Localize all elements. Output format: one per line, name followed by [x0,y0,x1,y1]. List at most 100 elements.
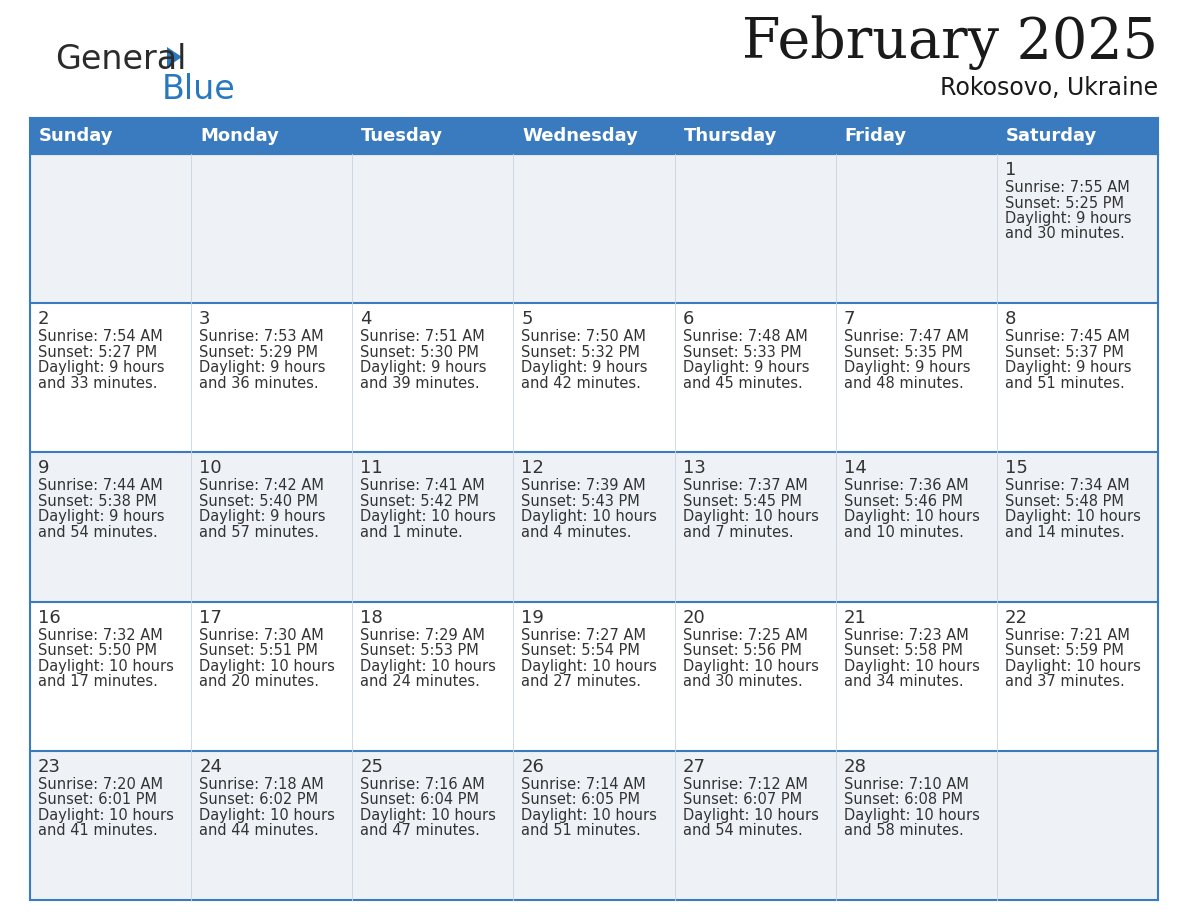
Text: Sunset: 6:05 PM: Sunset: 6:05 PM [522,792,640,807]
Text: Sunrise: 7:37 AM: Sunrise: 7:37 AM [683,478,808,493]
Text: Sunrise: 7:42 AM: Sunrise: 7:42 AM [200,478,324,493]
Text: 16: 16 [38,609,61,627]
Text: 22: 22 [1005,609,1028,627]
Polygon shape [168,47,182,67]
Text: and 39 minutes.: and 39 minutes. [360,375,480,391]
Text: Sunset: 5:32 PM: Sunset: 5:32 PM [522,344,640,360]
Text: Sunrise: 7:12 AM: Sunrise: 7:12 AM [683,777,808,792]
Text: Daylight: 9 hours: Daylight: 9 hours [843,360,971,375]
Text: and 57 minutes.: and 57 minutes. [200,525,320,540]
Text: Sunset: 6:08 PM: Sunset: 6:08 PM [843,792,962,807]
Text: Sunset: 5:37 PM: Sunset: 5:37 PM [1005,344,1124,360]
Bar [835,118,997,154]
Text: Daylight: 10 hours: Daylight: 10 hours [360,808,497,823]
Text: 4: 4 [360,310,372,329]
Text: Sunrise: 7:47 AM: Sunrise: 7:47 AM [843,330,968,344]
Text: Sunset: 5:30 PM: Sunset: 5:30 PM [360,344,479,360]
Text: Daylight: 9 hours: Daylight: 9 hours [38,360,164,375]
Text: Tuesday: Tuesday [361,127,443,145]
Text: Sunrise: 7:51 AM: Sunrise: 7:51 AM [360,330,485,344]
Text: Sunrise: 7:36 AM: Sunrise: 7:36 AM [843,478,968,493]
Text: Sunset: 6:01 PM: Sunset: 6:01 PM [38,792,157,807]
Text: and 10 minutes.: and 10 minutes. [843,525,963,540]
Text: and 24 minutes.: and 24 minutes. [360,674,480,689]
Text: and 4 minutes.: and 4 minutes. [522,525,632,540]
Text: 8: 8 [1005,310,1016,329]
Text: Sunrise: 7:10 AM: Sunrise: 7:10 AM [843,777,968,792]
Text: 28: 28 [843,757,866,776]
Text: Sunrise: 7:55 AM: Sunrise: 7:55 AM [1005,180,1130,195]
Text: Sunset: 5:56 PM: Sunset: 5:56 PM [683,644,802,658]
Text: Sunrise: 7:53 AM: Sunrise: 7:53 AM [200,330,324,344]
Text: 20: 20 [683,609,706,627]
Text: 19: 19 [522,609,544,627]
Text: Daylight: 10 hours: Daylight: 10 hours [683,509,819,524]
Text: Sunrise: 7:54 AM: Sunrise: 7:54 AM [38,330,163,344]
Text: Sunrise: 7:18 AM: Sunrise: 7:18 AM [200,777,324,792]
Text: and 58 minutes.: and 58 minutes. [843,823,963,838]
Text: and 14 minutes.: and 14 minutes. [1005,525,1125,540]
Text: Daylight: 10 hours: Daylight: 10 hours [200,658,335,674]
Text: Thursday: Thursday [683,127,777,145]
Text: February 2025: February 2025 [742,16,1158,70]
Text: Sunrise: 7:48 AM: Sunrise: 7:48 AM [683,330,808,344]
Text: Daylight: 10 hours: Daylight: 10 hours [1005,509,1140,524]
Text: and 17 minutes.: and 17 minutes. [38,674,158,689]
Text: and 42 minutes.: and 42 minutes. [522,375,642,391]
Text: Sunrise: 7:27 AM: Sunrise: 7:27 AM [522,628,646,643]
Bar [513,118,675,154]
Text: 24: 24 [200,757,222,776]
Text: Sunrise: 7:20 AM: Sunrise: 7:20 AM [38,777,163,792]
Text: Daylight: 10 hours: Daylight: 10 hours [360,509,497,524]
Text: Sunset: 5:33 PM: Sunset: 5:33 PM [683,344,801,360]
Text: and 30 minutes.: and 30 minutes. [683,674,802,689]
Text: 11: 11 [360,459,383,477]
Text: Daylight: 10 hours: Daylight: 10 hours [683,808,819,823]
Text: Sunrise: 7:44 AM: Sunrise: 7:44 AM [38,478,163,493]
Text: Daylight: 10 hours: Daylight: 10 hours [200,808,335,823]
Text: 1: 1 [1005,161,1016,179]
Text: and 45 minutes.: and 45 minutes. [683,375,802,391]
Text: 27: 27 [683,757,706,776]
Text: Sunset: 5:42 PM: Sunset: 5:42 PM [360,494,479,509]
Text: and 54 minutes.: and 54 minutes. [38,525,158,540]
Text: Sunrise: 7:23 AM: Sunrise: 7:23 AM [843,628,968,643]
Text: Sunrise: 7:25 AM: Sunrise: 7:25 AM [683,628,808,643]
Text: Sunrise: 7:30 AM: Sunrise: 7:30 AM [200,628,324,643]
Text: and 47 minutes.: and 47 minutes. [360,823,480,838]
Text: and 1 minute.: and 1 minute. [360,525,463,540]
Text: Sunset: 6:04 PM: Sunset: 6:04 PM [360,792,479,807]
Text: General: General [55,43,187,76]
Text: Daylight: 10 hours: Daylight: 10 hours [38,658,173,674]
Text: Daylight: 9 hours: Daylight: 9 hours [200,509,326,524]
Text: Daylight: 10 hours: Daylight: 10 hours [843,808,980,823]
Text: Sunset: 5:46 PM: Sunset: 5:46 PM [843,494,962,509]
Text: Sunrise: 7:41 AM: Sunrise: 7:41 AM [360,478,485,493]
Text: Sunrise: 7:34 AM: Sunrise: 7:34 AM [1005,478,1130,493]
Text: 3: 3 [200,310,210,329]
Bar [191,118,353,154]
Text: and 30 minutes.: and 30 minutes. [1005,227,1125,241]
Text: Daylight: 10 hours: Daylight: 10 hours [522,658,657,674]
Text: Daylight: 9 hours: Daylight: 9 hours [1005,211,1131,226]
Text: Sunrise: 7:50 AM: Sunrise: 7:50 AM [522,330,646,344]
Text: Daylight: 10 hours: Daylight: 10 hours [843,658,980,674]
Text: 26: 26 [522,757,544,776]
Text: 15: 15 [1005,459,1028,477]
Text: Rokosovo, Ukraine: Rokosovo, Ukraine [940,76,1158,100]
Text: and 48 minutes.: and 48 minutes. [843,375,963,391]
Text: Sunrise: 7:45 AM: Sunrise: 7:45 AM [1005,330,1130,344]
Text: Blue: Blue [162,73,235,106]
Text: 2: 2 [38,310,50,329]
Text: Sunrise: 7:14 AM: Sunrise: 7:14 AM [522,777,646,792]
Text: Daylight: 9 hours: Daylight: 9 hours [200,360,326,375]
Text: Sunset: 6:07 PM: Sunset: 6:07 PM [683,792,802,807]
Text: 14: 14 [843,459,866,477]
Text: Sunset: 5:51 PM: Sunset: 5:51 PM [200,644,318,658]
Text: Daylight: 9 hours: Daylight: 9 hours [38,509,164,524]
Text: 18: 18 [360,609,383,627]
Text: Sunrise: 7:16 AM: Sunrise: 7:16 AM [360,777,485,792]
Text: and 27 minutes.: and 27 minutes. [522,674,642,689]
Text: Daylight: 10 hours: Daylight: 10 hours [38,808,173,823]
Text: 13: 13 [683,459,706,477]
